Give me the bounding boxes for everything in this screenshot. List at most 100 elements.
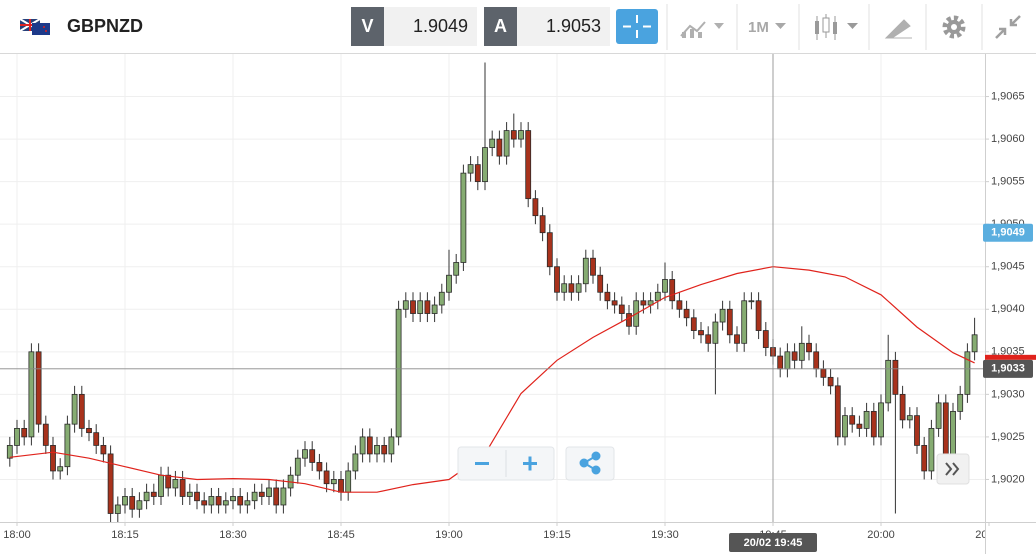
candle-body <box>381 445 388 455</box>
x-tick-label: 19:15 <box>543 529 571 541</box>
y-tick-label: 1,9020 <box>991 473 1025 485</box>
candle-body <box>777 355 784 370</box>
candle-body <box>806 342 812 353</box>
candle-body <box>424 300 431 314</box>
candle-body <box>323 470 330 485</box>
candle-body <box>114 504 121 514</box>
candle-body <box>741 300 748 344</box>
share-button[interactable] <box>579 451 601 475</box>
candle-body <box>906 415 913 421</box>
toolbar-separators <box>666 4 983 50</box>
candle-body <box>410 300 416 314</box>
crosshair-time-label: 20/02 19:45 <box>744 537 803 549</box>
candle-body <box>539 215 546 234</box>
chart-type-button[interactable] <box>680 21 724 38</box>
candle-body <box>698 330 704 336</box>
candle-body <box>935 402 942 429</box>
x-tick-label: 20:00 <box>867 529 895 541</box>
candle-body <box>309 449 316 463</box>
candle-body <box>914 415 920 446</box>
ask-box[interactable] <box>517 7 610 46</box>
moving-average-line <box>9 266 975 493</box>
candle-body <box>86 427 92 434</box>
candle-body <box>518 130 524 140</box>
candle-body <box>496 138 503 157</box>
candle-body <box>676 300 683 310</box>
bid-button[interactable] <box>351 7 384 46</box>
candle-body <box>892 359 899 395</box>
candle-body <box>597 274 604 293</box>
crosshair-button[interactable] <box>616 9 658 44</box>
crosshair-price-tag <box>983 359 1033 378</box>
candle-body <box>453 262 460 276</box>
candle-body <box>834 385 841 438</box>
scroll-end-button[interactable] <box>945 462 960 476</box>
candle-body <box>28 351 35 438</box>
candle-body <box>158 474 164 497</box>
timeframe: 1M <box>748 19 769 36</box>
candle-body <box>417 300 424 314</box>
candle-body <box>575 283 582 293</box>
candle-body <box>100 445 107 455</box>
candle-body <box>186 491 193 497</box>
bid-box[interactable] <box>384 7 477 46</box>
scroll-end-bar <box>936 453 970 485</box>
candle-body <box>856 423 863 429</box>
candle-body <box>690 317 697 331</box>
candle-body <box>554 266 560 293</box>
candle-body <box>244 500 251 506</box>
candle-body <box>266 487 272 497</box>
candle-body <box>921 445 928 472</box>
candle-body <box>957 393 964 412</box>
candle-body <box>582 257 589 285</box>
candle-body <box>820 368 827 378</box>
settings-button[interactable] <box>942 15 966 39</box>
candle-body <box>798 342 805 361</box>
candle-body <box>150 491 157 497</box>
toolbar: GBPNZD V 1.9049 A 1.9053 1M <box>0 0 1036 54</box>
collapse-button[interactable] <box>995 15 1021 39</box>
candle-body <box>21 427 28 438</box>
candle-body <box>568 283 575 293</box>
y-tick-label: 1,9045 <box>991 261 1025 273</box>
candle-body <box>705 334 712 344</box>
candle-body <box>280 487 287 506</box>
crosshair-icon <box>623 15 651 38</box>
candle-body <box>42 423 49 446</box>
candle-body <box>57 466 64 472</box>
candle-body <box>942 402 949 455</box>
candle-body <box>503 130 510 157</box>
candle-body <box>388 436 395 455</box>
candle-body <box>734 334 740 344</box>
candle-body <box>971 334 978 353</box>
draw-button[interactable] <box>884 19 912 39</box>
candle-body <box>489 138 496 149</box>
candle-body <box>827 376 834 387</box>
bid-price: 1.9049 <box>413 16 468 36</box>
candle-body <box>201 500 208 506</box>
candle-style-button[interactable] <box>815 14 858 40</box>
candle-body <box>14 427 20 446</box>
y-tick-label: 1,9040 <box>991 303 1025 315</box>
candle-body <box>6 445 13 459</box>
candle-body <box>402 300 409 310</box>
candle-body <box>525 130 532 200</box>
ask-button[interactable] <box>484 7 517 46</box>
candle-body <box>237 496 244 506</box>
candle-body <box>546 232 553 268</box>
flag-icon <box>19 18 50 35</box>
candle-body <box>359 436 366 455</box>
candle-body <box>561 283 568 293</box>
x-tick-label: 18:30 <box>219 529 247 541</box>
candle-body <box>842 415 848 438</box>
x-tick-label: 19:00 <box>435 529 463 541</box>
symbol: GBPNZD <box>67 16 143 36</box>
candle-body <box>366 436 373 455</box>
candle-body <box>590 257 596 276</box>
timeframe-button[interactable]: 1M <box>748 19 786 36</box>
ask-price: 1.9053 <box>546 16 601 36</box>
candle-body <box>302 449 308 459</box>
candle-body <box>93 432 100 446</box>
zoom-in-button[interactable] <box>523 456 537 471</box>
